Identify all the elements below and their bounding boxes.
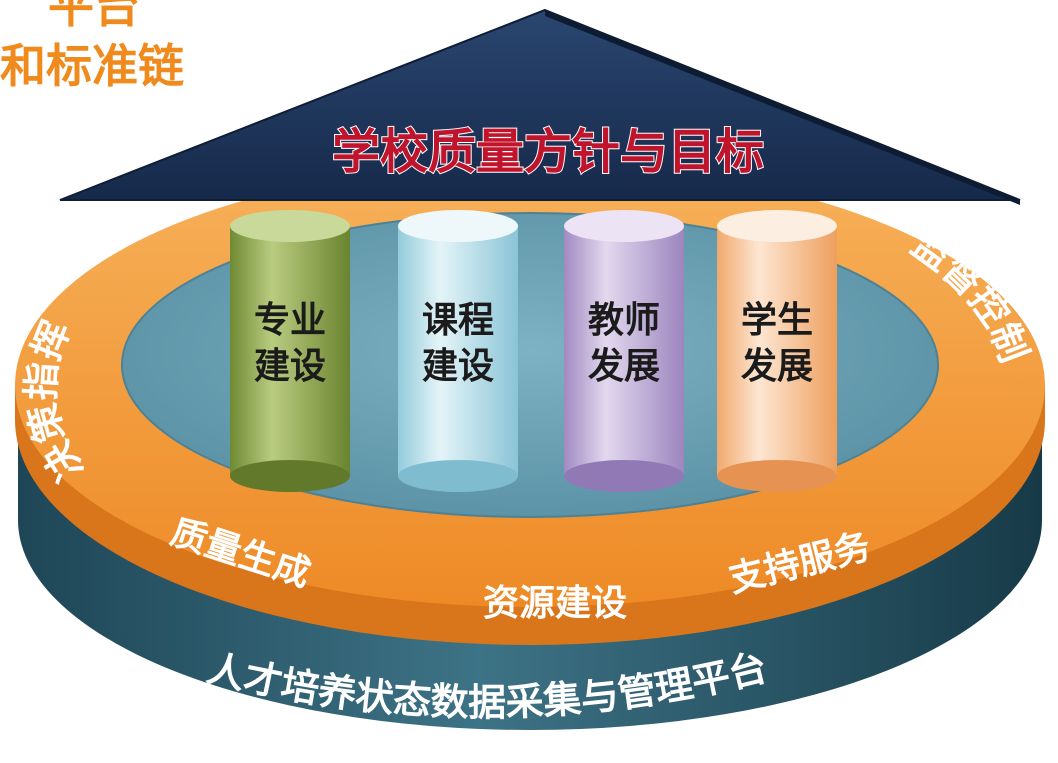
pillar-2-label: 课程 建设 <box>398 298 518 390</box>
roof: 学校质量方针与目标 <box>59 8 1021 205</box>
pillar-1-label: 专业 建设 <box>230 298 350 390</box>
roof-title: 学校质量方针与目标 <box>332 124 764 180</box>
pillar-3-line1: 教师 <box>587 300 660 341</box>
ring-label-bottom-center: 资源建设 <box>483 583 627 624</box>
pillar-2-line1: 课程 <box>421 300 494 341</box>
pillar-4-line1: 学生 <box>740 300 813 341</box>
heading-fragment: 和标准链 <box>0 39 184 93</box>
pillar-3 <box>564 210 684 492</box>
pillar-4 <box>717 210 837 492</box>
pillar-1-line2: 建设 <box>253 346 326 387</box>
pillar-2-line2: 建设 <box>421 346 494 387</box>
pillar-3-label: 教师 发展 <box>564 298 684 390</box>
pillar-4-label: 学生 发展 <box>717 298 837 390</box>
pillar-4-line2: 发展 <box>740 346 813 387</box>
pillar-3-line2: 发展 <box>587 346 660 387</box>
pillar-2 <box>398 210 518 492</box>
heading-fragment-top: 平台 <box>48 0 140 33</box>
pillar-1-line1: 专业 <box>253 300 326 341</box>
pillar-1 <box>230 210 350 492</box>
